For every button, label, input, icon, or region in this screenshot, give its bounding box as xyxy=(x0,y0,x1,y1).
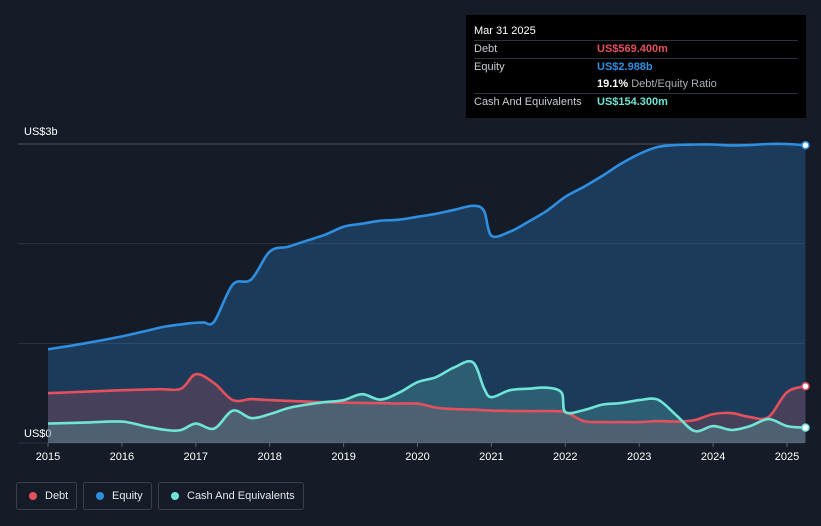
legend-equity-label: Equity xyxy=(112,490,143,502)
tooltip-equity-label: Equity xyxy=(474,61,505,73)
tooltip-cash-label: Cash And Equivalents xyxy=(474,96,582,108)
tooltip-cash-value: US$154.300m xyxy=(597,96,668,108)
legend-cash-label: Cash And Equivalents xyxy=(187,490,295,502)
tooltip-ratio-value: 19.1% xyxy=(597,78,629,90)
x-tick-label-2018: 2018 xyxy=(257,451,281,463)
x-tick-label-2017: 2017 xyxy=(184,451,208,463)
line-equity xyxy=(47,142,806,351)
legend-debt-dot-icon xyxy=(29,492,37,500)
x-tick-label-2024: 2024 xyxy=(701,451,725,463)
y-tick-label-0: US$0 xyxy=(24,428,52,440)
end-point-cash xyxy=(801,423,810,432)
tooltip-ratio-row: 19.1% Debt/Equity Ratio xyxy=(474,76,798,93)
tooltip-debt-value: US$569.400m xyxy=(597,43,668,55)
x-tick-label-2021: 2021 xyxy=(479,451,503,463)
end-point-debt xyxy=(801,381,810,391)
x-tick-label-2022: 2022 xyxy=(553,451,577,463)
x-axis: 2015 2016 2017 2018 2019 2020 2021 2022 2023 2024… xyxy=(36,443,799,463)
tooltip-ratio-spacer xyxy=(474,76,597,93)
tooltip-date: Mar 31 2025 xyxy=(474,25,536,37)
y-tick-label-3000: US$3b xyxy=(24,126,58,138)
area-debt xyxy=(48,374,806,443)
tooltip-debt-row: Debt US$569.400m xyxy=(474,40,798,58)
legend-item-debt[interactable]: Debt xyxy=(16,482,77,510)
area-equity xyxy=(48,143,806,443)
tooltip-cash-row: Cash And Equivalents US$154.300m xyxy=(474,93,798,111)
legend-item-equity[interactable]: Equity xyxy=(83,482,152,510)
end-point-equity xyxy=(801,140,810,150)
x-tick-label-2015: 2015 xyxy=(36,451,60,463)
tooltip-panel: Mar 31 2025 Debt US$569.400m Equity US$2… xyxy=(466,15,806,118)
line-cash xyxy=(47,359,806,433)
x-tick-label-2023: 2023 xyxy=(627,451,651,463)
end-markers xyxy=(801,140,810,432)
tooltip-equity-value: US$2.988b xyxy=(597,61,653,73)
series-lines xyxy=(47,142,806,433)
tooltip-debt-label: Debt xyxy=(474,43,498,55)
series-areas xyxy=(48,143,806,443)
x-tick-label-2019: 2019 xyxy=(331,451,355,463)
tooltip-ratio-label: Debt/Equity Ratio xyxy=(631,78,717,90)
legend-equity-dot-icon xyxy=(96,492,104,500)
legend-cash-dot-icon xyxy=(171,492,179,500)
legend-debt-label: Debt xyxy=(45,490,69,502)
x-tick-label-2016: 2016 xyxy=(110,451,134,463)
x-tick-label-2020: 2020 xyxy=(405,451,429,463)
tooltip-equity-row: Equity US$2.988b xyxy=(474,58,798,76)
x-tick-label-2025: 2025 xyxy=(775,451,799,463)
line-debt xyxy=(47,372,806,424)
legend-item-cash[interactable]: Cash And Equivalents xyxy=(158,482,304,510)
